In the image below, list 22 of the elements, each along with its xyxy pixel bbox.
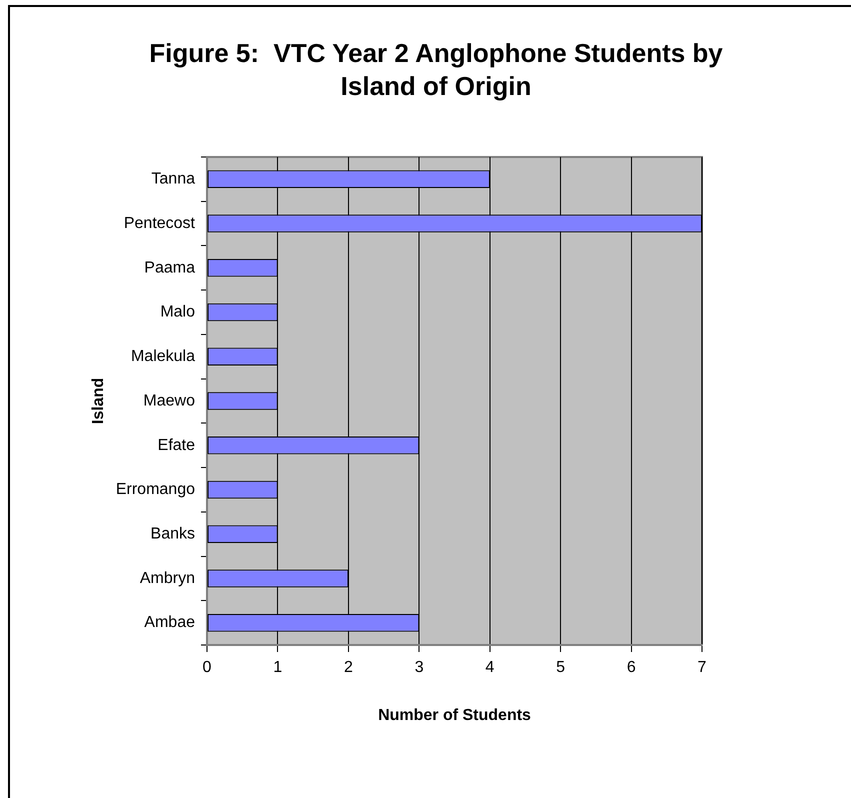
y-tick-label: Ambryn bbox=[140, 570, 195, 587]
x-tick-label: 6 bbox=[626, 659, 636, 676]
y-tick-label: Pentecost bbox=[124, 214, 196, 232]
y-tick-label: Malekula bbox=[130, 348, 196, 366]
x-axis-title: Number of Students bbox=[378, 706, 532, 724]
y-tick-label: Banks bbox=[150, 525, 195, 542]
y-tick-label: Malo bbox=[160, 304, 196, 321]
x-tick-label: 7 bbox=[698, 659, 707, 676]
x-tick-label: 4 bbox=[485, 659, 494, 676]
x-tick-label: 2 bbox=[344, 659, 353, 676]
y-tick-label: Efate bbox=[158, 436, 196, 454]
x-tick-label: 5 bbox=[556, 659, 566, 676]
y-tick-label: Ambae bbox=[144, 614, 196, 632]
x-tick-label: 0 bbox=[202, 659, 212, 676]
chart-title: Figure 5: VTC Year 2 Anglophone Students by Island of Origin bbox=[148, 37, 724, 103]
y-axis-title: Island bbox=[90, 378, 108, 424]
y-tick-label: Maewo bbox=[143, 392, 196, 410]
y-tick-label: Erromango bbox=[116, 481, 196, 498]
x-tick-label: 1 bbox=[273, 659, 282, 676]
y-tick-label: Tanna bbox=[151, 170, 196, 188]
y-tick-label: Paama bbox=[144, 259, 196, 276]
x-tick-label: 3 bbox=[414, 659, 424, 676]
